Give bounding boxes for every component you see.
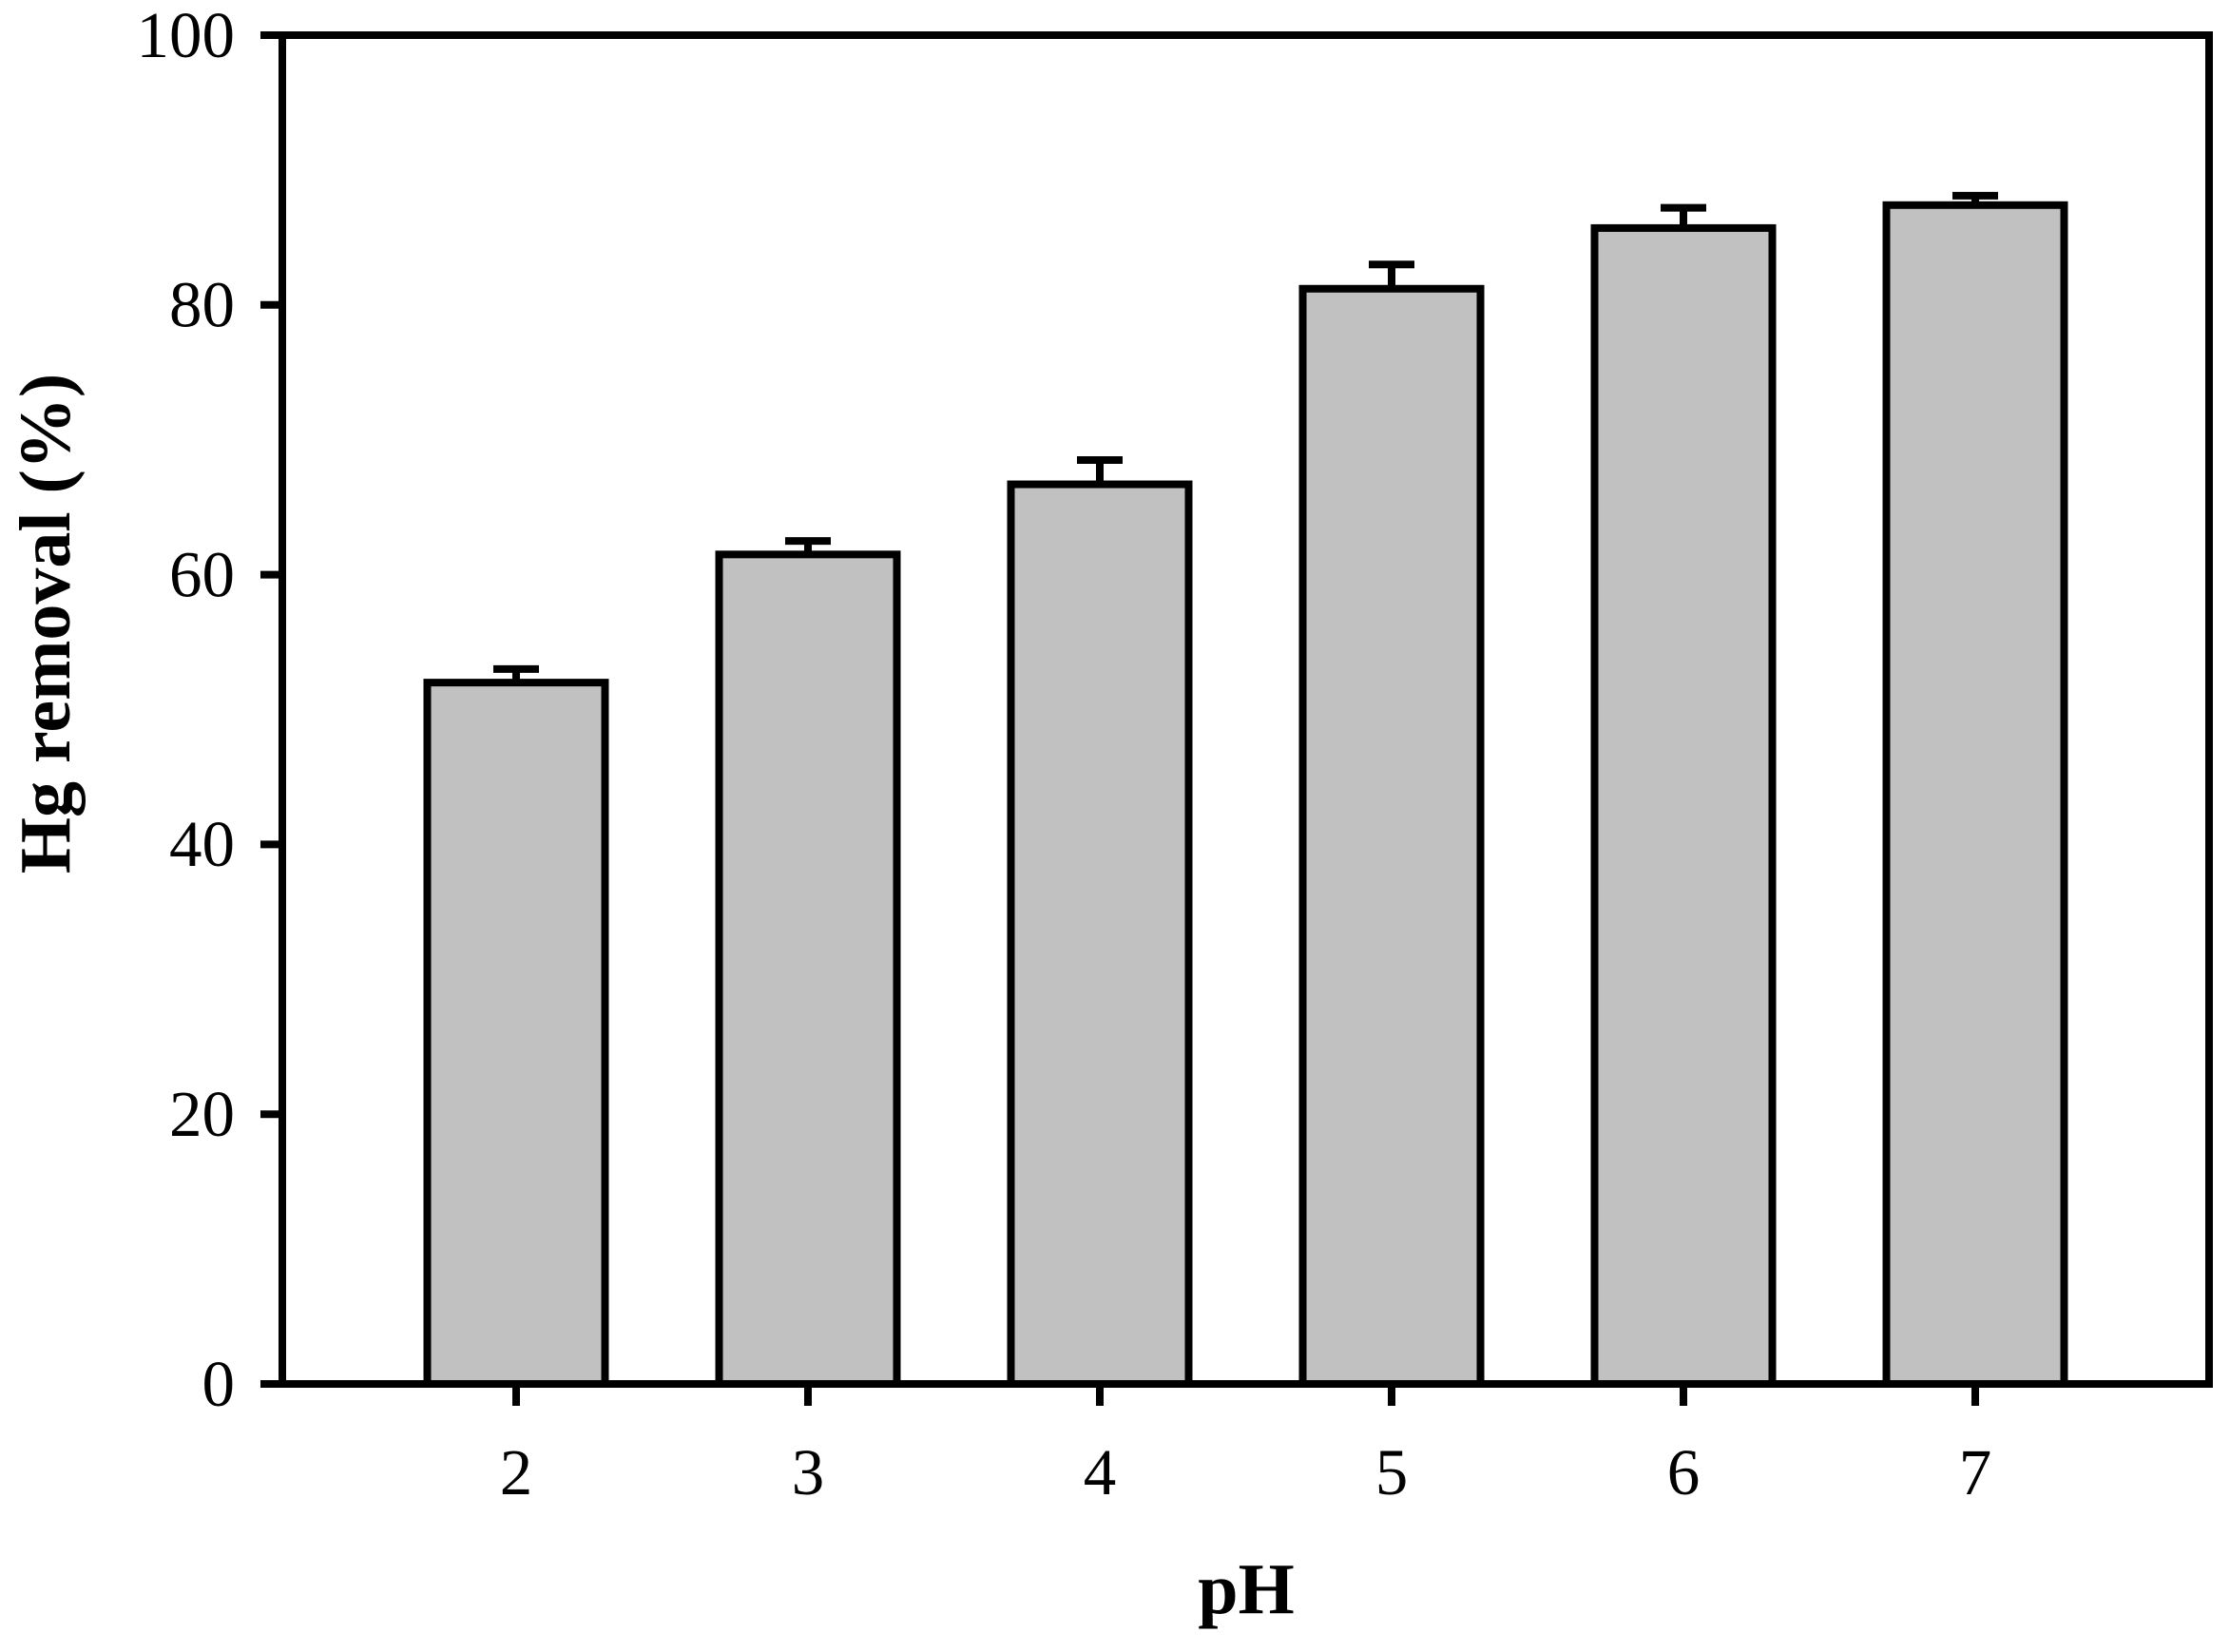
x-tick-label-3: 3	[792, 1436, 825, 1508]
bar-ph-7	[1882, 201, 2068, 1389]
x-tick-label-4: 4	[1084, 1436, 1117, 1508]
bar-ph-2	[423, 679, 609, 1388]
y-tick-label-20: 20	[169, 1078, 235, 1150]
bar-ph-6	[1590, 223, 1777, 1389]
x-tick-label-7: 7	[1959, 1436, 1992, 1508]
y-axis-title: Hg removal (%)	[6, 373, 86, 874]
bar-ph-4	[1007, 480, 1193, 1389]
plot-frame	[279, 31, 2213, 1388]
x-tick-label-5: 5	[1375, 1436, 1409, 1508]
y-tick-label-60: 60	[169, 538, 235, 610]
x-tick-label-6: 6	[1667, 1436, 1701, 1508]
bar-ph-5	[1298, 284, 1485, 1389]
y-tick-label-100: 100	[137, 0, 236, 71]
bar-ph-3	[715, 550, 901, 1388]
x-tick-label-2: 2	[500, 1436, 533, 1508]
y-tick-label-80: 80	[169, 269, 235, 341]
y-tick-label-40: 40	[169, 808, 235, 880]
x-axis-title: pH	[1198, 1549, 1295, 1629]
y-tick-label-0: 0	[202, 1348, 236, 1420]
